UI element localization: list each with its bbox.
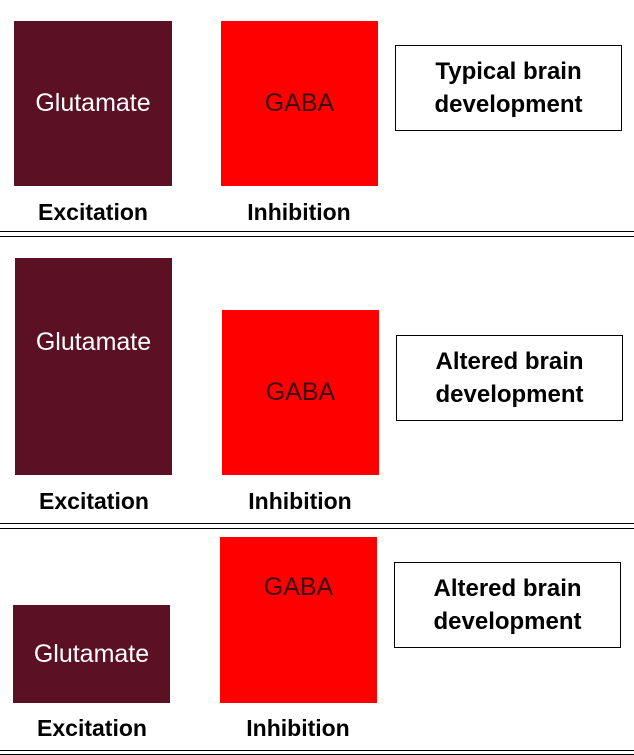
glutamate-label: Glutamate xyxy=(35,89,151,117)
outcome-line-1: Altered brain xyxy=(435,348,584,375)
outcome-line-1: Altered brain xyxy=(433,575,582,602)
excitation-caption: Excitation xyxy=(37,715,147,741)
gaba-label: GABA xyxy=(263,572,334,601)
inhibition-caption: Inhibition xyxy=(246,715,350,741)
panel-divider xyxy=(0,750,634,755)
excitation-caption: Excitation xyxy=(38,199,148,225)
gaba-box: GABA xyxy=(220,537,377,703)
outcome-line-1: Typical brain xyxy=(435,58,582,85)
glutamate-label: Glutamate xyxy=(33,639,150,668)
gaba-box: GABA xyxy=(221,21,378,186)
glutamate-label: Glutamate xyxy=(35,328,152,356)
gaba-label: GABA xyxy=(265,378,336,406)
glutamate-box: Glutamate xyxy=(15,258,172,475)
outcome-box: Altered brain development xyxy=(396,335,623,421)
panel-divider xyxy=(0,231,634,237)
inhibition-caption: Inhibition xyxy=(247,199,351,225)
gaba-box: GABA xyxy=(222,310,379,475)
outcome-line-2: development xyxy=(435,381,584,408)
glutamate-box: Glutamate xyxy=(13,605,170,703)
outcome-box: Altered brain development xyxy=(394,562,621,648)
outcome-line-2: development xyxy=(433,608,582,635)
glutamate-box: Glutamate xyxy=(14,21,172,186)
panel-divider xyxy=(0,523,634,529)
outcome-box: Typical brain development xyxy=(395,45,622,131)
outcome-line-2: development xyxy=(434,91,583,118)
inhibition-caption: Inhibition xyxy=(248,488,352,514)
gaba-label: GABA xyxy=(264,89,335,117)
excitation-caption: Excitation xyxy=(39,488,149,514)
